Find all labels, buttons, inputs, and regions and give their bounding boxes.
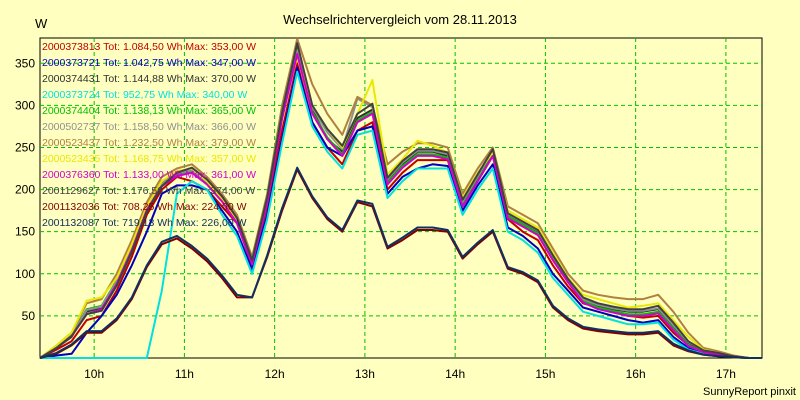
x-axis-ticks: 10h 11h 12h 13h 14h 15h 16h 17h [84,367,736,381]
legend-entry: 2000502737 Tot: 1.158,50 Wh Max: 366,00 … [42,121,256,133]
series-line [39,166,762,359]
series-line [39,42,762,359]
y-tick-label: 200 [15,183,35,197]
x-tick-label: 14h [445,367,465,381]
legend: 2000373813 Tot: 1.084,50 Wh Max: 353,00 … [42,41,256,229]
legend-entry: 2000373813 Tot: 1.084,50 Wh Max: 353,00 … [42,41,256,53]
series-line [39,168,762,359]
series-line [39,62,762,359]
grid [40,38,762,358]
legend-entry: 2000373721 Tot: 1.042,75 Wh Max: 347,00 … [42,57,256,69]
legend-entry: 2000376360 Tot: 1.133,00 Wh Max: 361,00 … [42,169,256,181]
y-axis-ticks: 50 100 150 200 250 300 350 [15,56,35,323]
x-tick-label: 10h [84,367,104,381]
footer-credit: SunnyReport pinxit [703,386,796,398]
series-line [39,56,762,359]
legend-entry: 2000374431 Tot: 1.144,88 Wh Max: 370,00 … [42,73,256,85]
y-tick-label: 150 [15,225,35,239]
legend-entry: 2001132087 Tot: 719,13 Wh Max: 226,00 W [42,217,247,229]
y-tick-label: 250 [15,140,35,154]
series-line [39,66,762,359]
series-line [39,48,762,359]
y-tick-label: 350 [15,56,35,70]
x-tick-label: 12h [265,367,285,381]
y-tick-label: 50 [22,309,36,323]
x-tick-label: 17h [716,367,736,381]
legend-entry: 2000523435 Tot: 1.168,75 Wh Max: 357,00 … [42,153,256,165]
y-tick-label: 300 [15,98,35,112]
series-line [40,70,762,359]
y-axis-unit: W [35,16,48,31]
y-tick-label: 100 [15,267,35,281]
series-line [39,37,762,359]
series-lines [39,37,762,359]
legend-entry: 2001132036 Tot: 708,25 Wh Max: 224,00 W [42,201,247,213]
x-tick-label: 15h [535,367,555,381]
x-tick-label: 11h [175,367,194,381]
legend-entry: 2001129627 Tot: 1.176,50 Wh Max: 374,00 … [42,185,255,197]
chart-title: Wechselrichtervergleich vom 28.11.2013 [283,12,517,27]
legend-entry: 2000373724 Tot: 952,75 Wh Max: 340,00 W [42,89,247,101]
x-tick-label: 16h [626,367,646,381]
legend-entry: 2000523437 Tot: 1.232,50 Wh Max: 379,00 … [42,137,256,149]
x-tick-label: 13h [355,367,375,381]
legend-entry: 2000374404 Tot: 1.138,13 Wh Max: 365,00 … [42,105,256,117]
